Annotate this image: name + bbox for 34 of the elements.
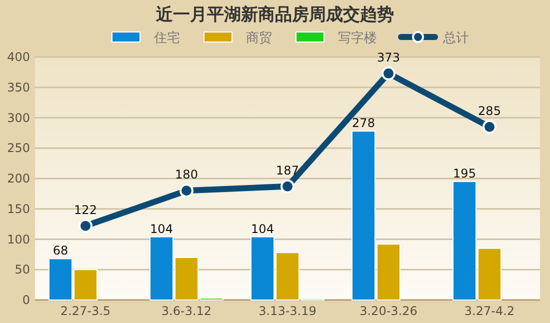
data-label: 122 xyxy=(74,202,97,217)
y-tick-label: 100 xyxy=(7,232,30,246)
y-tick-label: 250 xyxy=(7,141,30,156)
point xyxy=(180,184,194,198)
point xyxy=(280,179,294,194)
data-label: 195 xyxy=(453,166,476,181)
data-label: 187 xyxy=(276,163,299,178)
y-tick-label: 350 xyxy=(7,80,30,94)
data-label: 68 xyxy=(52,244,68,258)
point xyxy=(78,218,92,233)
x-tick-label: 3.6-3.12 xyxy=(161,304,212,318)
data-label: 278 xyxy=(352,116,375,130)
point xyxy=(482,120,496,134)
data-label: 104 xyxy=(150,222,173,236)
legend-label: 商贸 xyxy=(246,30,272,45)
x-tick-label: 3.20-3.26 xyxy=(360,304,418,318)
y-tick-label: 400 xyxy=(7,50,30,64)
y-tick-label: 0 xyxy=(22,293,30,307)
data-label: 373 xyxy=(377,50,400,64)
point xyxy=(382,66,396,80)
x-tick-label: 3.13-3.19 xyxy=(258,304,316,318)
y-tick-label: 200 xyxy=(7,172,30,186)
data-label: 285 xyxy=(478,104,501,118)
data-label: 180 xyxy=(175,168,198,182)
y-tick-label: 300 xyxy=(7,110,30,125)
legend-label: 住宅 xyxy=(153,30,180,45)
legend-label: 写字楼 xyxy=(338,30,377,45)
chart-title: 近一月平湖新商品房周成交趋势 xyxy=(155,5,394,24)
x-tick-label: 3.27-4.2 xyxy=(464,304,515,318)
legend-label: 总计 xyxy=(442,30,469,45)
y-tick-label: 50 xyxy=(14,262,30,277)
data-label: 104 xyxy=(251,222,274,236)
x-tick-label: 2.27-3.5 xyxy=(60,304,111,318)
y-tick-label: 150 xyxy=(7,202,30,216)
